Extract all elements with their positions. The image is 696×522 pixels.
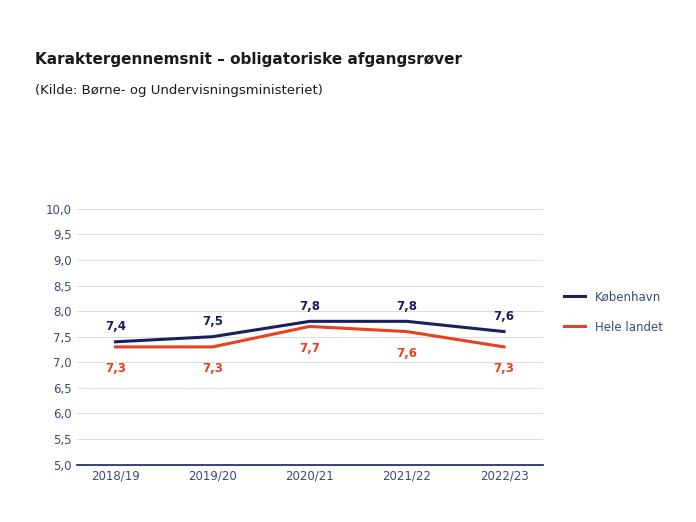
Text: 7,7: 7,7 [299, 342, 320, 355]
Text: 7,4: 7,4 [105, 321, 126, 334]
Text: (Kilde: Børne- og Undervisningsministeriet): (Kilde: Børne- og Undervisningsministeri… [35, 84, 323, 97]
Text: 7,3: 7,3 [202, 362, 223, 375]
Text: Karaktergennemsnit – obligatoriske afgangsrøver: Karaktergennemsnit – obligatoriske afgan… [35, 52, 462, 67]
Legend: København, Hele landet: København, Hele landet [560, 287, 667, 338]
Text: 7,6: 7,6 [396, 347, 418, 360]
Text: 7,6: 7,6 [493, 310, 514, 323]
Text: 7,8: 7,8 [299, 300, 320, 313]
Text: 7,5: 7,5 [202, 315, 223, 328]
Text: 7,3: 7,3 [105, 362, 126, 375]
Text: 7,8: 7,8 [396, 300, 418, 313]
Text: 7,3: 7,3 [493, 362, 514, 375]
